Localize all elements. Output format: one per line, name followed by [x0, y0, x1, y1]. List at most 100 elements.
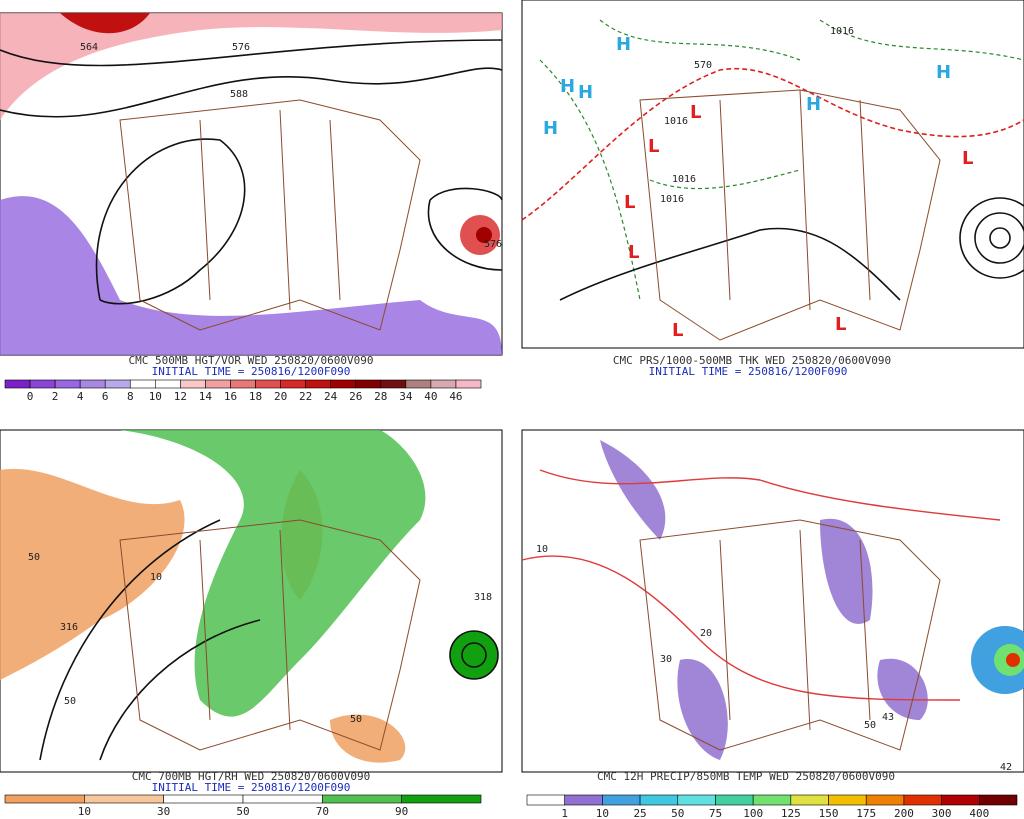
colorbar-swatch — [455, 379, 482, 389]
colorbar-swatch — [677, 794, 716, 806]
colorbar-label: 90 — [395, 805, 408, 818]
colorbar-swatch — [104, 379, 131, 389]
dry-area — [0, 468, 185, 680]
colorbar-swatch — [790, 794, 829, 806]
map-frame — [521, 429, 1024, 773]
moist-area — [120, 430, 426, 717]
height-contour — [0, 67, 503, 118]
colorbar-label: 16 — [224, 390, 237, 403]
colorbar-swatch — [255, 379, 281, 389]
low-center: L — [648, 136, 659, 157]
state-borders — [639, 519, 941, 751]
colorbar-label: 34 — [399, 390, 413, 403]
colorbar-swatch — [242, 794, 323, 804]
precip-label: 50 — [864, 720, 876, 731]
colorbar-label: 400 — [969, 807, 989, 819]
precip-area — [1006, 653, 1020, 667]
colorbar-swatch — [280, 379, 306, 389]
contour-label: 1016 — [830, 26, 854, 37]
colorbar-label: 75 — [709, 807, 722, 819]
high-center: H — [543, 118, 558, 139]
map-frame — [521, 0, 1024, 349]
vorticity-area — [60, 13, 150, 34]
colorbar-swatch — [305, 379, 331, 389]
colorbar-label: 14 — [199, 390, 213, 403]
colorbar-label: 22 — [299, 390, 312, 403]
colorbar-label: 46 — [449, 390, 462, 403]
colorbar-label: 30 — [157, 805, 170, 818]
panel-precip: 10 20 30 43 50 42 CMC 12H PRECIP/850MB T… — [521, 429, 1024, 819]
colorbar-label: 70 — [316, 805, 329, 818]
colorbar-swatch — [715, 794, 754, 806]
colorbar-label: 4 — [77, 390, 84, 403]
contour-label: 50 — [350, 714, 362, 725]
contour-label: 576 — [484, 239, 502, 250]
colorbar-swatch — [639, 794, 679, 806]
colorbar-swatch — [355, 379, 382, 389]
contour-label: 1016 — [672, 174, 696, 185]
colorbar-swatch — [526, 794, 565, 806]
colorbar-swatch — [828, 794, 867, 806]
colorbar-label: 0 — [27, 390, 34, 403]
contour-label: 50 — [64, 696, 76, 707]
colorbar-swatch — [602, 794, 641, 806]
colorbar-label: 200 — [894, 807, 914, 819]
contour-label: 588 — [230, 89, 248, 100]
colorbar-label: 300 — [932, 807, 952, 819]
colorbar-label: 10 — [149, 390, 162, 403]
caption: CMC 12H PRECIP/850MB TEMP WED 250820/060… — [597, 770, 895, 783]
colorbar: 10 30 50 70 90 — [4, 794, 482, 818]
colorbar-label: 50 — [671, 807, 684, 819]
thickness-contour — [539, 19, 1024, 301]
height-contour — [0, 39, 503, 67]
contour-label: 30 — [660, 654, 672, 665]
contour-label: 576 — [232, 42, 250, 53]
pressure-contour — [559, 227, 901, 301]
initial-time: INITIAL TIME = 250816/1200F090 — [152, 365, 351, 378]
colorbar-swatch — [29, 379, 56, 389]
low-center: L — [690, 102, 701, 123]
colorbar-label: 100 — [743, 807, 763, 819]
high-center: H — [560, 76, 575, 97]
colorbar-swatch — [230, 379, 256, 389]
contour-label: 10 — [536, 544, 548, 555]
colorbar-label: 125 — [781, 807, 801, 819]
contour-label: 1016 — [664, 116, 688, 127]
state-borders — [639, 89, 941, 341]
height-contour — [449, 630, 499, 680]
colorbar-swatch — [163, 794, 244, 804]
colorbar-label: 6 — [102, 390, 109, 403]
colorbar-label: 18 — [249, 390, 262, 403]
colorbar-swatch — [752, 794, 792, 806]
height-contour — [39, 519, 261, 761]
colorbar-swatch — [205, 379, 231, 389]
precip-area — [600, 440, 928, 760]
initial-time: INITIAL TIME = 250816/1200F090 — [649, 365, 848, 378]
low-center: L — [672, 320, 683, 341]
colorbar: 1 10 25 50 75 100 125 150 175 200 300 400 — [526, 794, 1018, 819]
contour-label: 316 — [60, 622, 78, 633]
colorbar-label: 50 — [236, 805, 249, 818]
contour-label: 570 — [694, 60, 712, 71]
panel-500mb: 564 576 588 576 CMC 500MB HGT/VOR WED 25… — [0, 12, 503, 403]
high-center: H — [806, 94, 821, 115]
precip-label: 43 — [882, 712, 894, 723]
colorbar-label: 10 — [596, 807, 609, 819]
colorbar-label: 28 — [374, 390, 387, 403]
dry-area — [330, 714, 406, 763]
colorbar-swatch — [941, 794, 980, 806]
panel-prs-thk: H H H H H H L L L L L L L 570 1016 1016 … — [521, 0, 1024, 378]
pressure-contour — [959, 197, 1024, 279]
contour-label: 1016 — [660, 194, 684, 205]
colorbar-swatch — [54, 379, 81, 389]
vorticity-area — [0, 13, 502, 120]
colorbar-label: 40 — [424, 390, 437, 403]
caption: CMC 500MB HGT/VOR WED 250820/0600V090 — [128, 354, 373, 367]
colorbar-swatch — [405, 379, 432, 389]
colorbar-label: 1 — [561, 807, 568, 819]
high-center: H — [616, 34, 631, 55]
colorbar-label: 175 — [856, 807, 876, 819]
colorbar-swatch — [4, 794, 85, 804]
temp-contour — [521, 469, 1001, 701]
